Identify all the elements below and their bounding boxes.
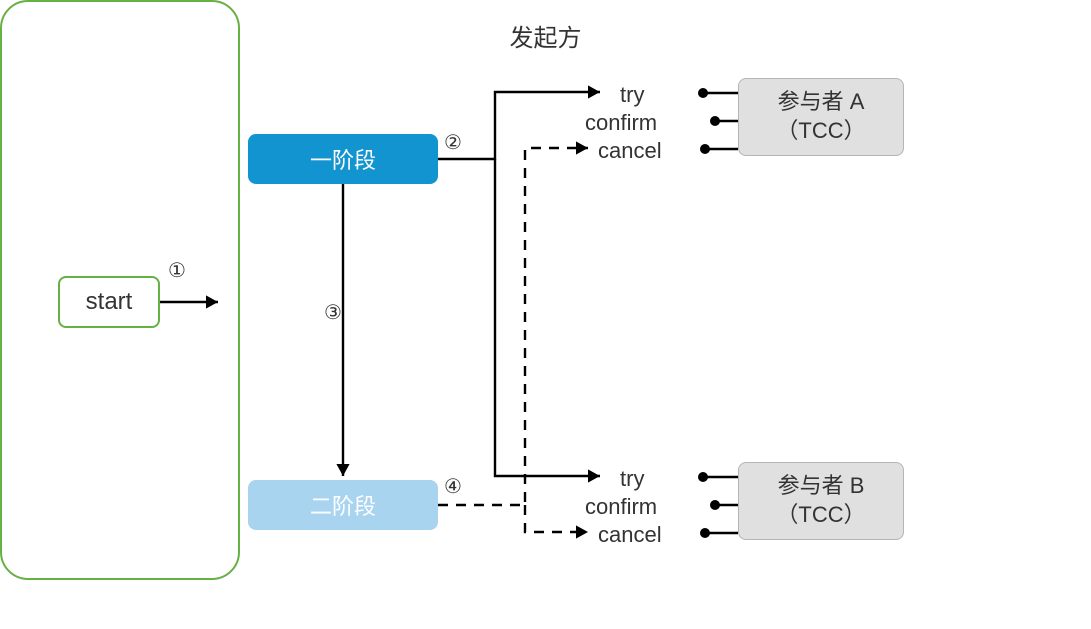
- dot-b-cancel: [700, 528, 710, 538]
- phase2-node: 二阶段: [248, 480, 438, 530]
- initiator-title: 发起方: [0, 18, 1091, 53]
- api-a-cancel: cancel: [598, 138, 662, 164]
- api-b-confirm: confirm: [585, 494, 657, 520]
- step-2: ②: [444, 130, 462, 155]
- step-3: ③: [324, 300, 342, 325]
- edges-layer: [0, 0, 1091, 629]
- step-1: ①: [168, 258, 186, 283]
- dot-a-cancel: [700, 144, 710, 154]
- api-b-try: try: [620, 466, 644, 492]
- participant-b-line1: 参与者 B: [778, 472, 865, 501]
- participant-a-line1: 参与者 A: [778, 88, 865, 117]
- start-label: start: [86, 288, 133, 316]
- participant-a-line2: （TCC）: [776, 117, 865, 146]
- api-a-confirm: confirm: [585, 110, 657, 136]
- phase1-label: 一阶段: [310, 143, 376, 175]
- dot-b-confirm: [710, 500, 720, 510]
- dot-b-try: [698, 472, 708, 482]
- participant-a-node: 参与者 A （TCC）: [738, 78, 904, 156]
- participant-b-node: 参与者 B （TCC）: [738, 462, 904, 540]
- step-4: ④: [444, 474, 462, 499]
- dot-a-confirm: [710, 116, 720, 126]
- phase2-label: 二阶段: [310, 489, 376, 521]
- api-a-try: try: [620, 82, 644, 108]
- diagram-canvas: start 发起方 一阶段 二阶段 参与者 A （TCC） 参与者 B （TCC…: [0, 0, 1091, 629]
- dot-a-try: [698, 88, 708, 98]
- participant-b-line2: （TCC）: [776, 501, 865, 530]
- api-b-cancel: cancel: [598, 522, 662, 548]
- phase1-node: 一阶段: [248, 134, 438, 184]
- start-node: start: [58, 276, 160, 328]
